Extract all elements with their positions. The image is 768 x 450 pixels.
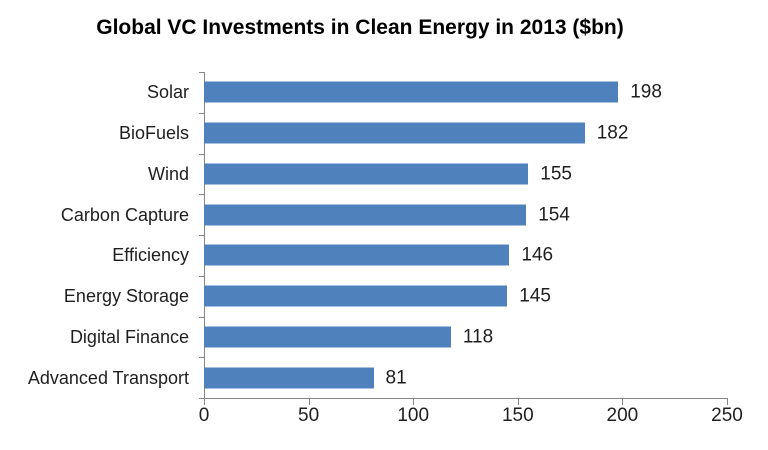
category-label: Advanced Transport [27,367,189,388]
x-axis-tick [308,398,310,405]
bar [204,163,529,185]
x-axis-line [204,398,727,399]
category-label: Wind [147,163,189,184]
x-axis-tick [517,398,519,405]
y-axis-tick [199,357,204,358]
bar [204,244,510,266]
plot-area: 0 50 100 150 200 250 Solar 198 BioFuels 182 Wind 15… [28,72,743,425]
y-axis-tick [199,194,204,195]
x-axis-tick [204,398,205,405]
bar-value-label: 145 [519,285,551,307]
bar-row: Digital Finance 118 [70,317,727,358]
bar-value-label: 182 [596,122,629,144]
bar-row: Advanced Transport 81 [28,357,727,398]
bar [204,81,619,103]
x-axis-tick-label: 200 [606,405,639,426]
y-axis-tick [199,276,204,277]
bar-row: Solar 198 [147,72,727,113]
x-axis-tick-label: 250 [711,405,743,426]
y-axis-tick [199,317,204,318]
x-axis-tick-label: 50 [298,405,320,426]
bar [204,285,508,307]
category-label: Digital Finance [69,326,189,347]
x-axis-tick-label: 150 [501,405,534,426]
bar [204,367,374,389]
bar-value-label: 81 [385,367,407,389]
y-axis-tick [199,154,204,155]
chart-title: Global VC Investments in Clean Energy in… [96,16,624,39]
y-axis-tick [199,235,204,236]
y-axis-line [204,72,205,398]
bar-row: Wind 155 [148,154,727,195]
category-label: BioFuels [118,123,189,144]
bar-row: Efficiency 146 [112,235,727,276]
bar [204,326,451,348]
category-label: Carbon Capture [60,204,189,225]
x-axis-tick-label: 100 [397,405,430,426]
x-axis-tick [413,398,415,405]
x-axis-tick-label: 0 [198,405,210,426]
bar-value-label: 198 [630,81,662,103]
bar [204,122,585,144]
y-axis-tick [199,398,204,399]
y-axis-tick [199,72,204,73]
bar-row: Energy Storage 145 [64,276,727,317]
x-axis-tick [727,398,728,405]
x-axis-tick [622,398,624,405]
bar-value-label: 154 [538,204,570,226]
bar-value-label: 155 [540,163,572,185]
y-axis-tick [199,113,204,114]
category-label: Solar [146,82,189,103]
category-label: Efficiency [112,245,189,266]
bar [204,204,527,226]
bar-row: BioFuels 182 [119,113,727,154]
bar-value-label: 146 [521,244,554,266]
bar-row: Carbon Capture 154 [61,194,727,235]
bar-value-label: 118 [462,326,494,348]
category-label: Energy Storage [63,286,189,307]
